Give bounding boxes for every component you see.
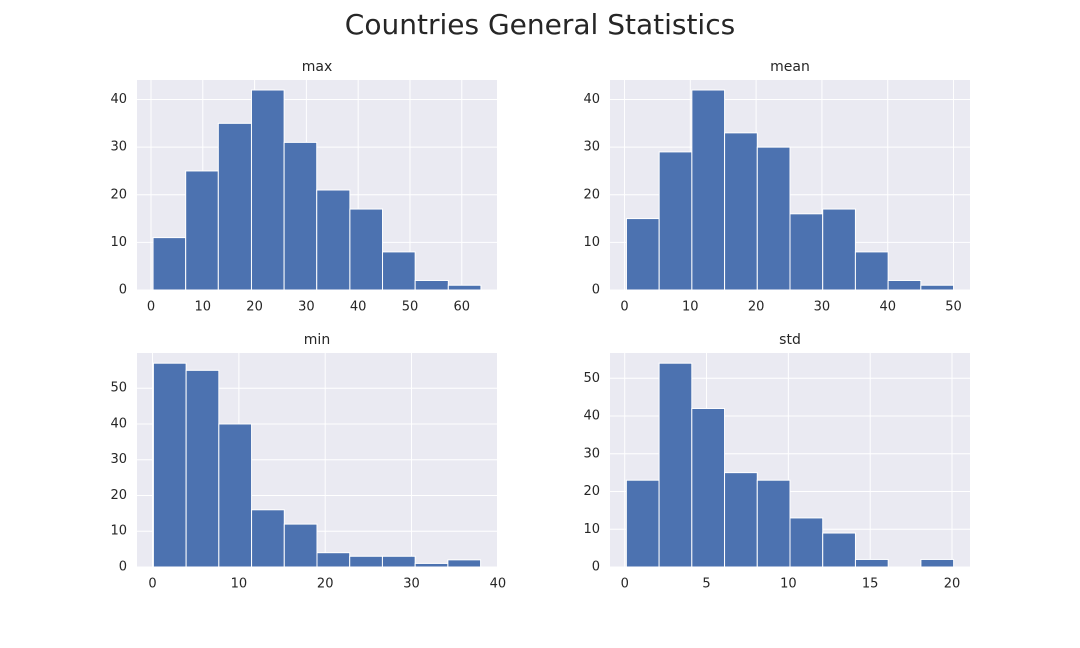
bar	[316, 189, 351, 291]
bar	[316, 552, 351, 568]
y-tick-label: 50	[110, 381, 127, 396]
bar	[382, 251, 416, 291]
bar	[349, 208, 384, 291]
bar	[414, 562, 449, 568]
y-tick-label: 40	[583, 409, 600, 424]
subplot-title: std	[779, 332, 801, 348]
bar	[724, 472, 758, 568]
x-tick-label: 40	[350, 300, 367, 315]
bar	[283, 523, 318, 568]
bar	[822, 532, 856, 568]
y-tick-label: 10	[583, 522, 600, 537]
y-tick-label: 20	[583, 187, 600, 202]
y-tick-label: 40	[583, 92, 600, 107]
y-tick-label: 30	[110, 140, 127, 155]
y-tick-label: 0	[592, 560, 600, 575]
subplot-title: mean	[770, 59, 810, 75]
bar	[625, 479, 660, 568]
bar	[854, 558, 889, 568]
x-tick-label: 15	[862, 577, 879, 592]
bar	[250, 89, 285, 291]
y-tick-label: 20	[583, 484, 600, 499]
x-tick-label: 0	[621, 577, 629, 592]
y-tick-label: 0	[119, 283, 127, 298]
bar	[920, 558, 955, 568]
x-tick-label: 5	[702, 577, 710, 592]
x-tick-label: 10	[780, 577, 797, 592]
y-tick-label: 20	[110, 187, 127, 202]
bar	[789, 517, 824, 568]
bar	[920, 284, 955, 291]
bar	[152, 237, 187, 291]
x-tick-label: 0	[620, 300, 628, 315]
y-tick-label: 0	[119, 560, 127, 575]
y-tick-label: 30	[110, 452, 127, 467]
bar	[756, 479, 791, 568]
y-tick-label: 40	[110, 92, 127, 107]
bar	[349, 555, 383, 568]
bar	[658, 362, 693, 568]
bar	[822, 208, 856, 291]
bar	[756, 146, 791, 291]
x-tick-label: 0	[147, 300, 155, 315]
bar	[691, 407, 726, 568]
y-tick-label: 10	[110, 235, 127, 250]
bar	[625, 218, 660, 291]
x-tick-label: 60	[454, 300, 471, 315]
bar	[185, 369, 220, 568]
y-tick-label: 40	[110, 416, 127, 431]
x-tick-label: 20	[944, 577, 961, 592]
bar	[185, 170, 219, 291]
y-tick-label: 10	[583, 235, 600, 250]
x-tick-label: 0	[148, 577, 156, 592]
figure-title: Countries General Statistics	[345, 8, 735, 41]
bar	[414, 279, 449, 291]
bar	[283, 141, 318, 291]
bar	[691, 89, 726, 291]
y-tick-label: 20	[110, 488, 127, 503]
x-tick-label: 40	[490, 577, 507, 592]
x-tick-label: 40	[879, 300, 896, 315]
x-tick-label: 20	[748, 300, 765, 315]
x-tick-label: 30	[403, 577, 420, 592]
subplot-title: min	[304, 332, 330, 348]
x-tick-label: 50	[945, 300, 962, 315]
y-tick-label: 0	[592, 283, 600, 298]
x-tick-label: 10	[231, 577, 248, 592]
y-tick-label: 30	[583, 446, 600, 461]
bar	[447, 559, 482, 568]
bar	[217, 122, 252, 291]
y-tick-label: 30	[583, 140, 600, 155]
x-tick-label: 20	[246, 300, 263, 315]
bar	[381, 555, 416, 568]
bar	[251, 509, 285, 568]
x-tick-label: 10	[682, 300, 699, 315]
bar	[789, 213, 824, 291]
bar	[887, 279, 922, 291]
x-tick-label: 30	[814, 300, 831, 315]
bar	[854, 251, 889, 291]
x-tick-label: 30	[298, 300, 315, 315]
bar	[218, 423, 253, 568]
bar	[724, 132, 758, 291]
x-tick-label: 20	[317, 577, 334, 592]
subplot-title: max	[302, 59, 333, 75]
bar	[152, 362, 187, 568]
x-tick-label: 10	[195, 300, 212, 315]
y-tick-label: 50	[583, 371, 600, 386]
y-tick-label: 10	[110, 524, 127, 539]
bar	[658, 151, 693, 291]
x-tick-label: 50	[402, 300, 419, 315]
bar	[447, 284, 482, 291]
